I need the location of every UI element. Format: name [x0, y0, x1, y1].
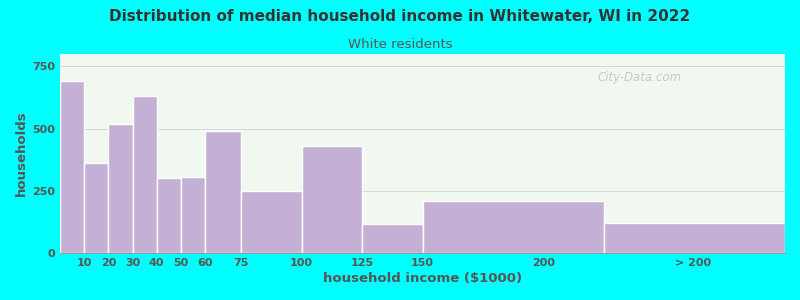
Y-axis label: households: households: [15, 111, 28, 196]
Bar: [302, 146, 362, 253]
Text: White residents: White residents: [348, 38, 452, 50]
Bar: [60, 81, 84, 253]
Bar: [108, 124, 133, 253]
Bar: [84, 164, 108, 253]
Bar: [157, 178, 181, 253]
Bar: [133, 96, 157, 253]
Bar: [205, 131, 242, 253]
Text: City-Data.com: City-Data.com: [598, 71, 682, 84]
Text: Distribution of median household income in Whitewater, WI in 2022: Distribution of median household income …: [110, 9, 690, 24]
Bar: [362, 224, 422, 253]
Bar: [242, 191, 302, 253]
Bar: [604, 223, 785, 253]
X-axis label: household income ($1000): household income ($1000): [323, 272, 522, 285]
Bar: [422, 201, 604, 253]
Bar: [181, 177, 205, 253]
